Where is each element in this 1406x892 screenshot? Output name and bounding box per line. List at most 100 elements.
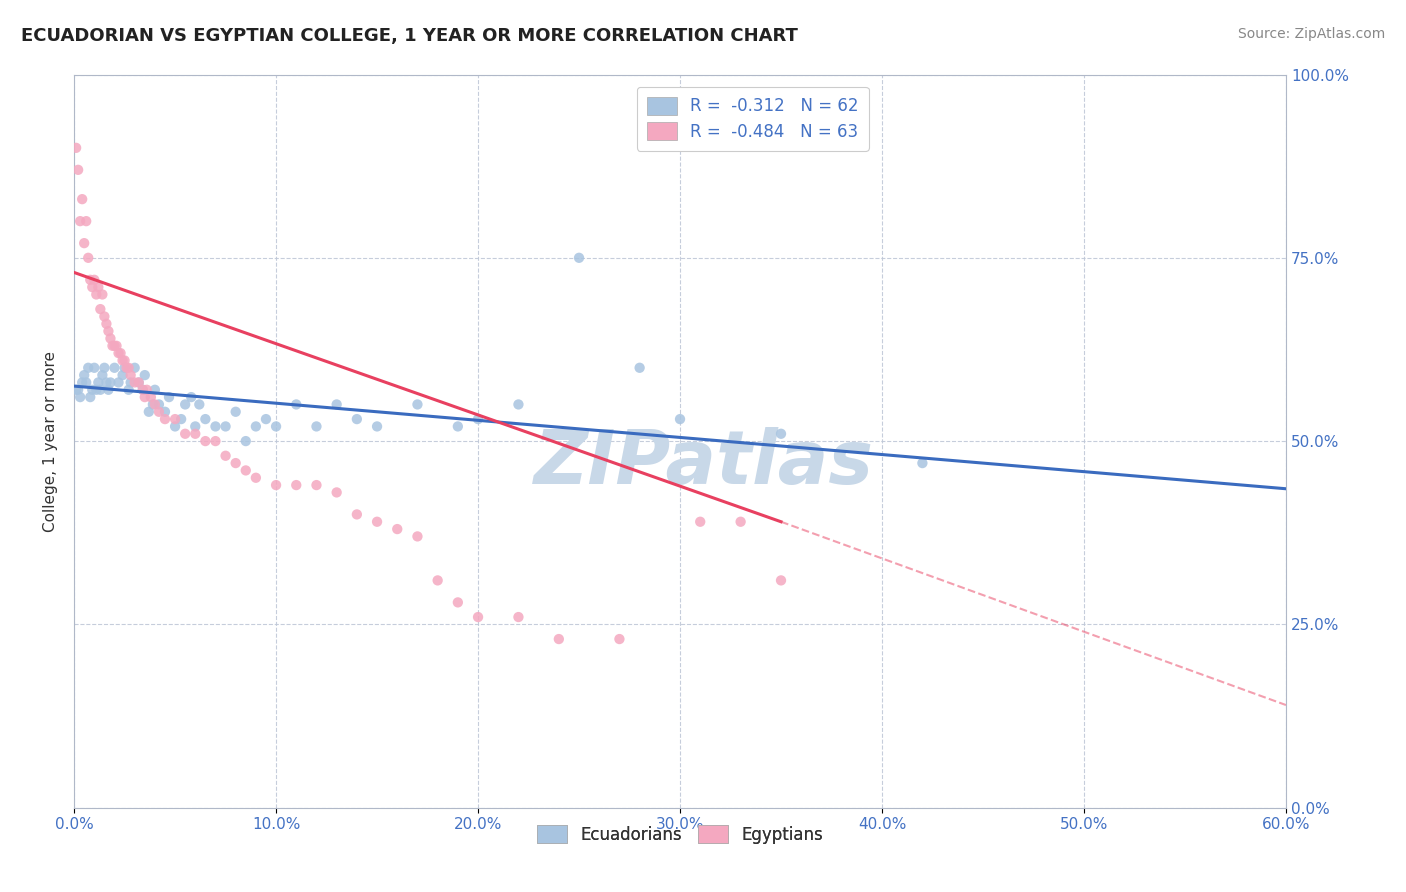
Point bbox=[204, 419, 226, 434]
Point bbox=[628, 360, 651, 375]
Point bbox=[87, 280, 110, 294]
Point bbox=[114, 360, 136, 375]
Point bbox=[105, 339, 128, 353]
Point bbox=[325, 485, 347, 500]
Point bbox=[65, 383, 87, 397]
Point bbox=[730, 515, 752, 529]
Text: Source: ZipAtlas.com: Source: ZipAtlas.com bbox=[1237, 27, 1385, 41]
Point bbox=[194, 434, 217, 449]
Point bbox=[214, 419, 236, 434]
Point bbox=[82, 383, 104, 397]
Point bbox=[134, 368, 156, 383]
Point bbox=[70, 192, 93, 206]
Point bbox=[89, 383, 111, 397]
Point bbox=[387, 522, 409, 536]
Point bbox=[111, 353, 134, 368]
Point bbox=[70, 376, 93, 390]
Point bbox=[153, 412, 176, 426]
Point bbox=[689, 515, 711, 529]
Point bbox=[103, 339, 125, 353]
Point bbox=[609, 632, 631, 646]
Point bbox=[148, 405, 170, 419]
Point bbox=[73, 368, 96, 383]
Point bbox=[325, 397, 347, 411]
Point bbox=[143, 397, 166, 411]
Point bbox=[96, 376, 118, 390]
Point bbox=[117, 383, 139, 397]
Point bbox=[911, 456, 934, 470]
Point bbox=[103, 360, 125, 375]
Point bbox=[568, 251, 591, 265]
Point bbox=[153, 405, 176, 419]
Point bbox=[508, 397, 530, 411]
Point bbox=[447, 419, 470, 434]
Point bbox=[69, 390, 91, 404]
Point bbox=[138, 405, 160, 419]
Point bbox=[264, 419, 287, 434]
Point bbox=[214, 449, 236, 463]
Point bbox=[132, 383, 155, 397]
Text: ZIPatlas: ZIPatlas bbox=[534, 426, 875, 500]
Point bbox=[77, 251, 100, 265]
Point bbox=[87, 376, 110, 390]
Point bbox=[91, 287, 114, 301]
Point bbox=[184, 426, 207, 441]
Point bbox=[769, 574, 792, 588]
Point bbox=[115, 360, 138, 375]
Point bbox=[139, 390, 162, 404]
Point bbox=[132, 383, 155, 397]
Point bbox=[285, 397, 308, 411]
Point bbox=[346, 508, 368, 522]
Point bbox=[245, 471, 267, 485]
Legend: Ecuadorians, Egyptians: Ecuadorians, Egyptians bbox=[530, 819, 830, 851]
Point bbox=[69, 214, 91, 228]
Point bbox=[225, 405, 247, 419]
Point bbox=[406, 529, 429, 543]
Point bbox=[97, 383, 120, 397]
Point bbox=[305, 478, 328, 492]
Point bbox=[100, 331, 122, 345]
Point bbox=[406, 397, 429, 411]
Point bbox=[77, 360, 100, 375]
Point bbox=[107, 346, 129, 360]
Point bbox=[194, 412, 217, 426]
Point bbox=[157, 390, 180, 404]
Point bbox=[111, 368, 134, 383]
Point bbox=[547, 632, 569, 646]
Point bbox=[254, 412, 277, 426]
Point bbox=[366, 419, 388, 434]
Point bbox=[235, 463, 257, 477]
Point bbox=[110, 346, 132, 360]
Point bbox=[165, 412, 187, 426]
Point bbox=[447, 595, 470, 609]
Point bbox=[245, 419, 267, 434]
Point bbox=[67, 383, 90, 397]
Point bbox=[107, 376, 129, 390]
Point bbox=[769, 426, 792, 441]
Point bbox=[84, 287, 107, 301]
Point bbox=[93, 360, 115, 375]
Point bbox=[97, 324, 120, 338]
Point bbox=[264, 478, 287, 492]
Y-axis label: College, 1 year or more: College, 1 year or more bbox=[44, 351, 58, 532]
Point bbox=[170, 412, 193, 426]
Point bbox=[174, 397, 197, 411]
Point bbox=[120, 368, 142, 383]
Point bbox=[128, 376, 150, 390]
Point bbox=[142, 397, 165, 411]
Point bbox=[305, 419, 328, 434]
Point bbox=[128, 376, 150, 390]
Point bbox=[366, 515, 388, 529]
Point bbox=[82, 280, 104, 294]
Point bbox=[114, 353, 136, 368]
Point bbox=[426, 574, 449, 588]
Point bbox=[117, 360, 139, 375]
Point bbox=[83, 273, 105, 287]
Point bbox=[204, 434, 226, 449]
Point bbox=[83, 360, 105, 375]
Point bbox=[467, 610, 489, 624]
Point bbox=[148, 397, 170, 411]
Point bbox=[285, 478, 308, 492]
Point bbox=[100, 376, 122, 390]
Point bbox=[101, 339, 124, 353]
